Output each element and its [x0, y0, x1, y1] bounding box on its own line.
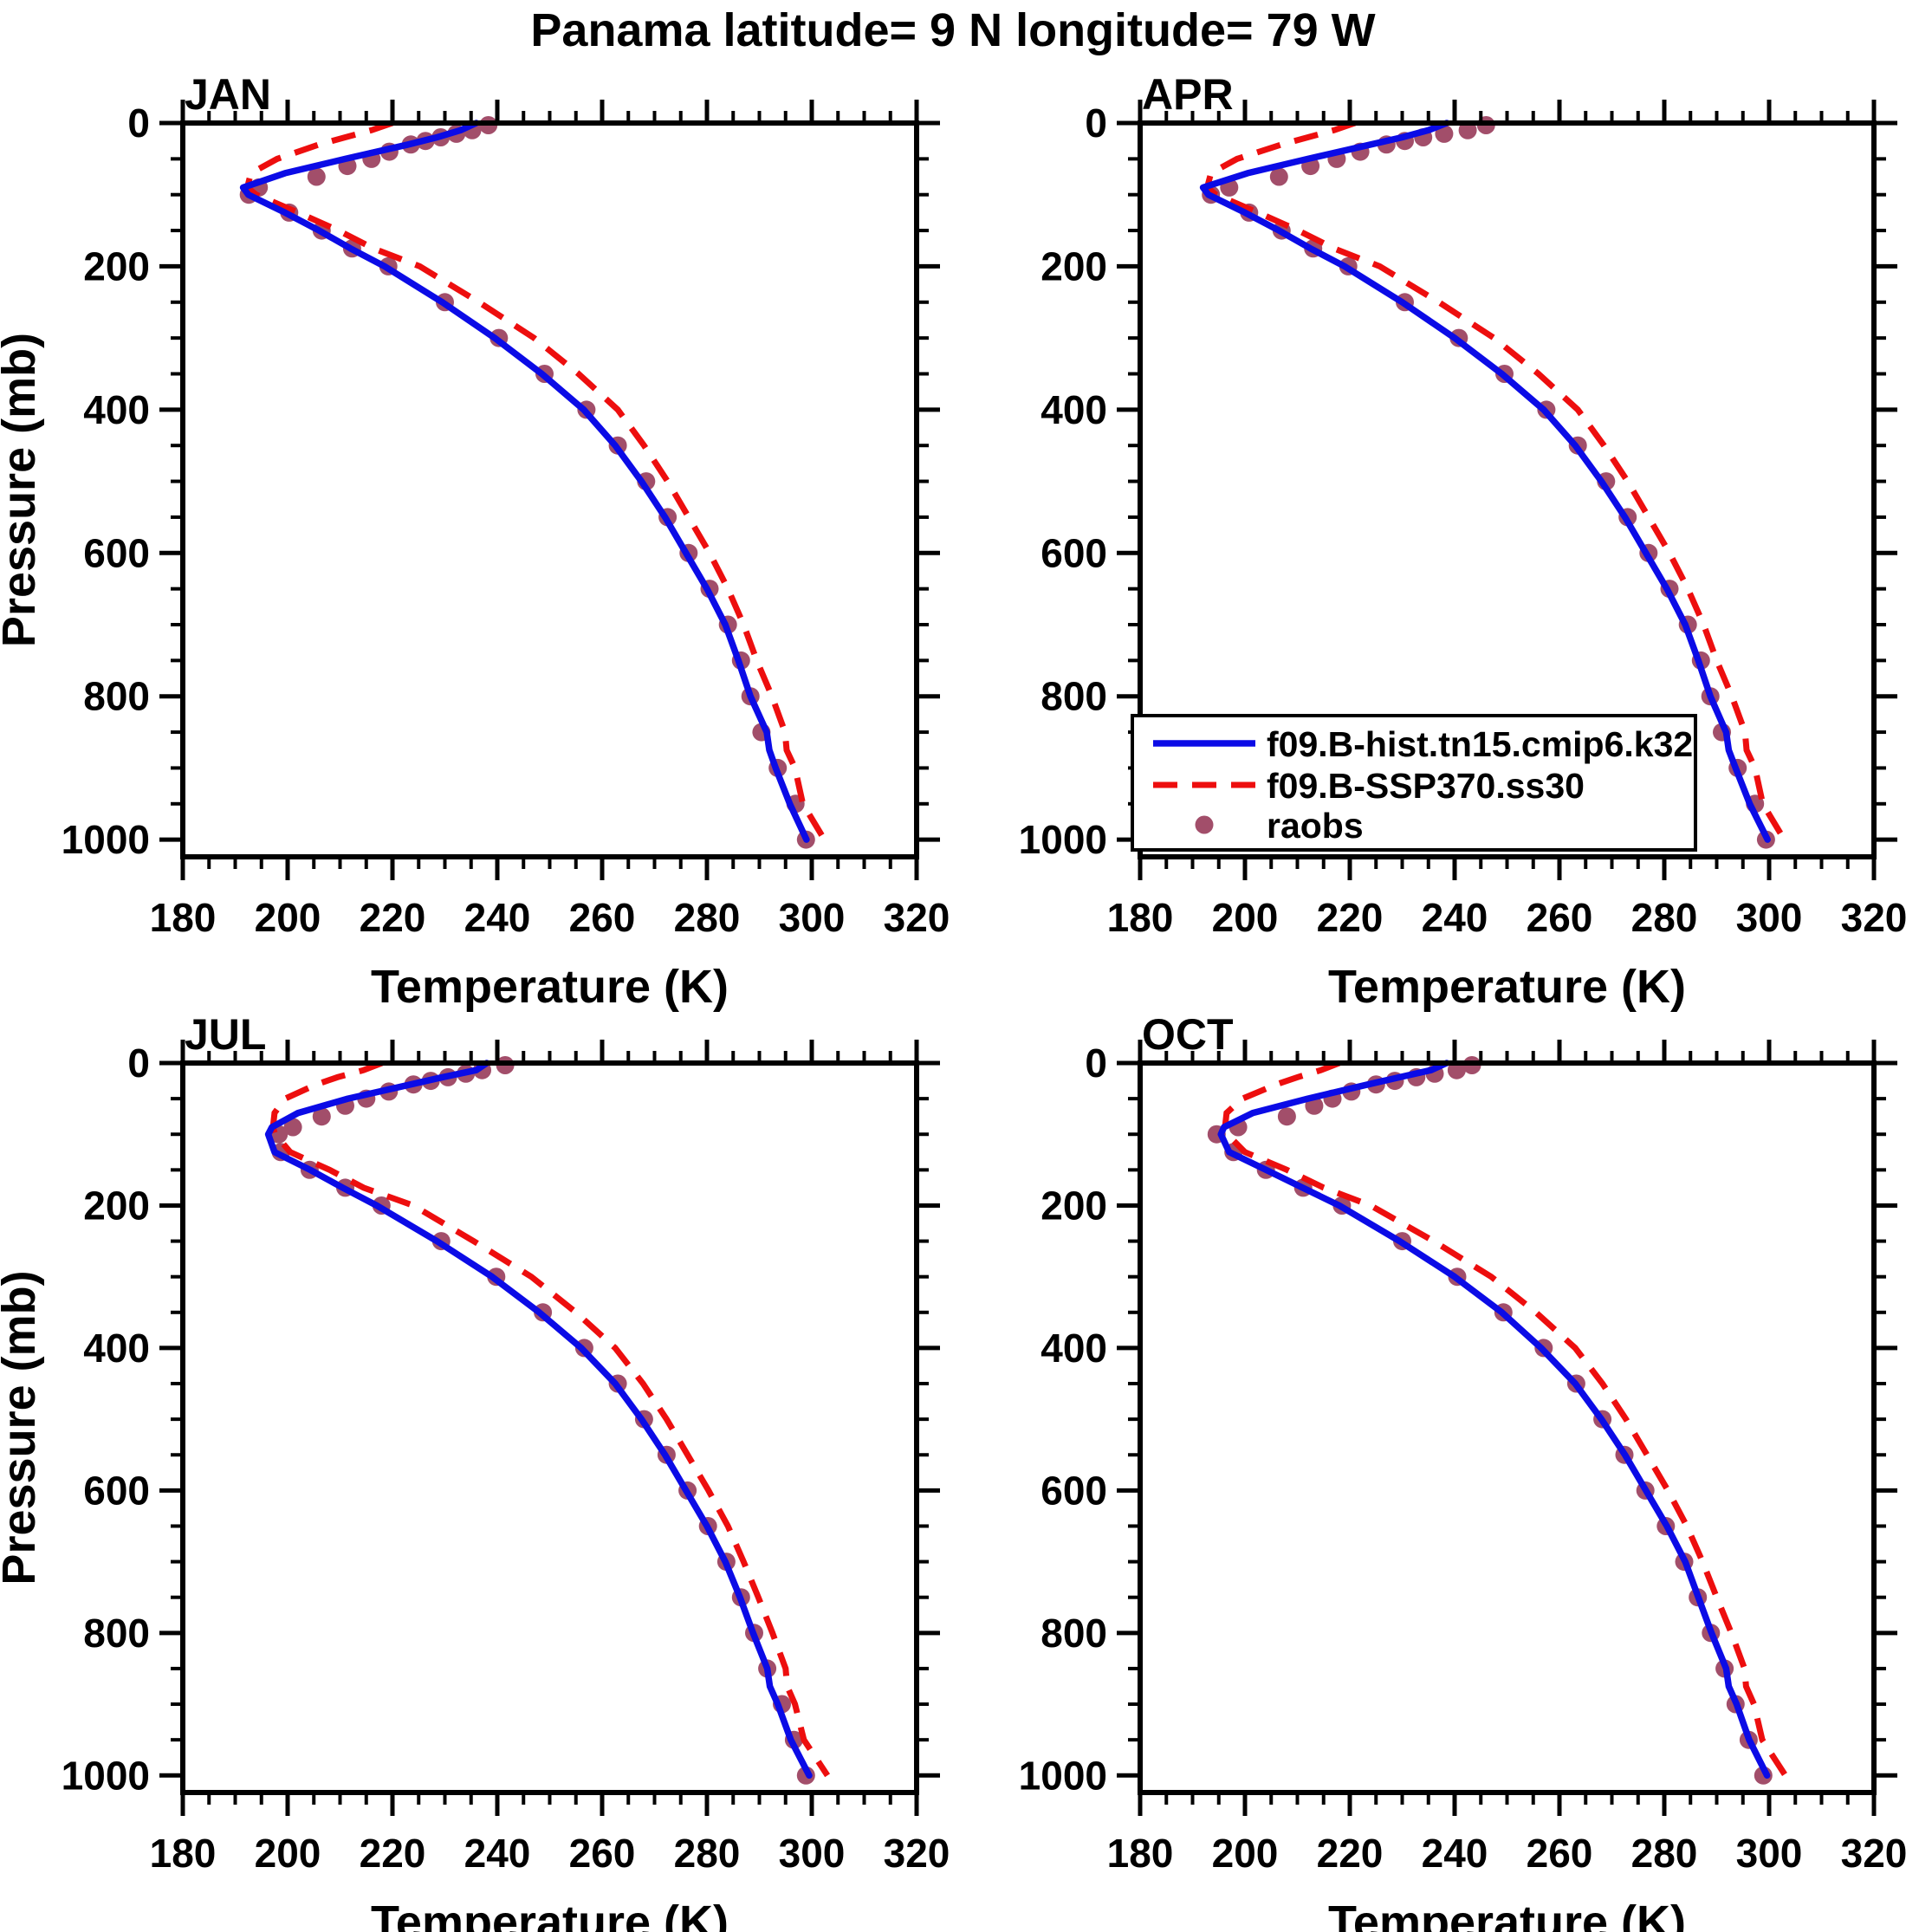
- panel-month-label: APR: [1142, 70, 1234, 119]
- x-tick-label: 300: [1736, 1831, 1803, 1876]
- x-tick-label: 180: [150, 1831, 217, 1876]
- x-tick-label: 220: [1317, 1831, 1384, 1876]
- legend-entry-hist: f09.B-hist.tn15.cmip6.k32: [1153, 724, 1693, 764]
- ssp370-curve: [269, 1060, 831, 1778]
- x-tick-label: 200: [1212, 895, 1279, 940]
- y-tick-label: 0: [1085, 1041, 1107, 1086]
- legend-dot-sample: [1195, 815, 1214, 834]
- legend-entry-ssp370: f09.B-SSP370.ss30: [1153, 766, 1585, 806]
- x-tick-label: 280: [674, 895, 741, 940]
- x-tick-label: 320: [884, 1831, 950, 1876]
- y-tick-label: 1000: [1019, 1753, 1107, 1798]
- raobs-dot: [1269, 167, 1288, 186]
- panel-jan: 180 200 220 240 260 280 300 320 0 200 400 600 800 100…: [0, 70, 950, 1013]
- y-tick-label: 800: [1041, 674, 1107, 719]
- x-axis-title: Temperature (K): [1328, 1896, 1686, 1932]
- x-tick-label: 240: [1422, 895, 1488, 940]
- x-tick-label: 260: [569, 895, 636, 940]
- raobs-dot: [1277, 1107, 1296, 1126]
- x-tick-label: 180: [1107, 895, 1174, 940]
- x-tick-label: 180: [150, 895, 217, 940]
- x-tick-label: 320: [1841, 1831, 1906, 1876]
- y-tick-label: 400: [1041, 387, 1107, 432]
- panel-month-label: JUL: [185, 1010, 266, 1059]
- ssp370-curve: [1203, 120, 1787, 841]
- y-tick-label: 200: [1041, 243, 1107, 289]
- y-tick-label: 800: [83, 674, 150, 719]
- y-tick-label: 200: [1041, 1183, 1107, 1228]
- y-tick-label: 600: [83, 1468, 150, 1513]
- x-tick-label: 200: [1212, 1831, 1279, 1876]
- x-tick-label: 180: [1107, 1831, 1174, 1876]
- x-tick-label: 200: [255, 895, 321, 940]
- y-tick-label: 600: [1041, 1468, 1107, 1513]
- y-axis-title: Pressure (mb): [0, 333, 45, 647]
- y-tick-label: 800: [83, 1611, 150, 1656]
- raobs-dot: [312, 1107, 331, 1126]
- x-axis-title: Temperature (K): [371, 961, 729, 1013]
- hist-curve: [239, 120, 810, 843]
- legend-entry-raobs: raobs: [1195, 806, 1364, 846]
- y-tick-label: 400: [83, 387, 150, 432]
- y-tick-label: 1000: [1019, 817, 1107, 862]
- y-tick-label: 600: [83, 530, 150, 575]
- ssp370-curve: [243, 120, 827, 841]
- x-tick-label: 280: [674, 1831, 741, 1876]
- legend-entry-label: raobs: [1267, 806, 1364, 846]
- y-tick-label: 400: [1041, 1326, 1107, 1371]
- x-tick-label: 280: [1631, 895, 1698, 940]
- y-tick-label: 200: [83, 243, 150, 289]
- legend-entry-label: f09.B-SSP370.ss30: [1267, 766, 1585, 806]
- x-tick-label: 260: [569, 1831, 636, 1876]
- x-axis-title: Temperature (K): [1328, 961, 1686, 1013]
- y-axis-title: Pressure (mb): [0, 1270, 45, 1585]
- y-tick-label: 800: [1041, 1611, 1107, 1656]
- x-tick-label: 240: [1422, 1831, 1488, 1876]
- panel-month-label: JAN: [185, 70, 271, 119]
- panel-month-label: OCT: [1142, 1010, 1234, 1059]
- y-tick-label: 1000: [62, 817, 150, 862]
- y-tick-label: 0: [127, 1041, 150, 1086]
- y-tick-label: 0: [127, 100, 150, 146]
- chart-title: Panama latitude= 9 N longitude= 79 W: [530, 4, 1376, 56]
- hist-curve: [264, 1060, 813, 1780]
- ssp370-curve: [1222, 1060, 1788, 1778]
- x-tick-label: 260: [1527, 1831, 1593, 1876]
- x-tick-label: 220: [1317, 895, 1384, 940]
- legend-entry-label: f09.B-hist.tn15.cmip6.k32: [1267, 724, 1693, 764]
- x-tick-label: 280: [1631, 1831, 1698, 1876]
- y-tick-label: 600: [1041, 530, 1107, 575]
- panel-jul: 180 200 220 240 260 280 300 320 0 200 400 600 800 100…: [0, 1010, 950, 1932]
- y-tick-label: 0: [1085, 100, 1107, 146]
- x-tick-label: 320: [1841, 895, 1906, 940]
- raobs-dot: [283, 1118, 302, 1137]
- x-tick-label: 200: [255, 1831, 321, 1876]
- y-tick-label: 200: [83, 1183, 150, 1228]
- x-tick-label: 240: [464, 895, 531, 940]
- x-axis-title: Temperature (K): [371, 1896, 729, 1932]
- x-tick-label: 300: [1736, 895, 1803, 940]
- x-tick-label: 300: [779, 895, 846, 940]
- raobs-dots: [269, 1056, 815, 1785]
- y-tick-label: 1000: [62, 1753, 150, 1798]
- x-tick-label: 220: [360, 1831, 426, 1876]
- raobs-dot: [307, 167, 326, 186]
- x-tick-label: 240: [464, 1831, 531, 1876]
- x-tick-label: 320: [884, 895, 950, 940]
- raobs-dots: [1207, 1056, 1773, 1785]
- hist-curve: [1199, 120, 1771, 843]
- legend: f09.B-hist.tn15.cmip6.k32f09.B-SSP370.ss…: [1131, 714, 1697, 852]
- panel-apr: 180 200 220 240 260 280 300 320 0 200 400 600 800 100…: [1019, 70, 1906, 1013]
- x-tick-label: 220: [360, 895, 426, 940]
- x-tick-label: 260: [1527, 895, 1593, 940]
- panel-oct: 180 200 220 240 260 280 300 320 0 200 400 600 800 100…: [1019, 1010, 1906, 1932]
- raobs-dot: [1458, 120, 1477, 139]
- y-tick-label: 400: [83, 1326, 150, 1371]
- x-tick-label: 300: [779, 1831, 846, 1876]
- hist-curve: [1217, 1060, 1771, 1780]
